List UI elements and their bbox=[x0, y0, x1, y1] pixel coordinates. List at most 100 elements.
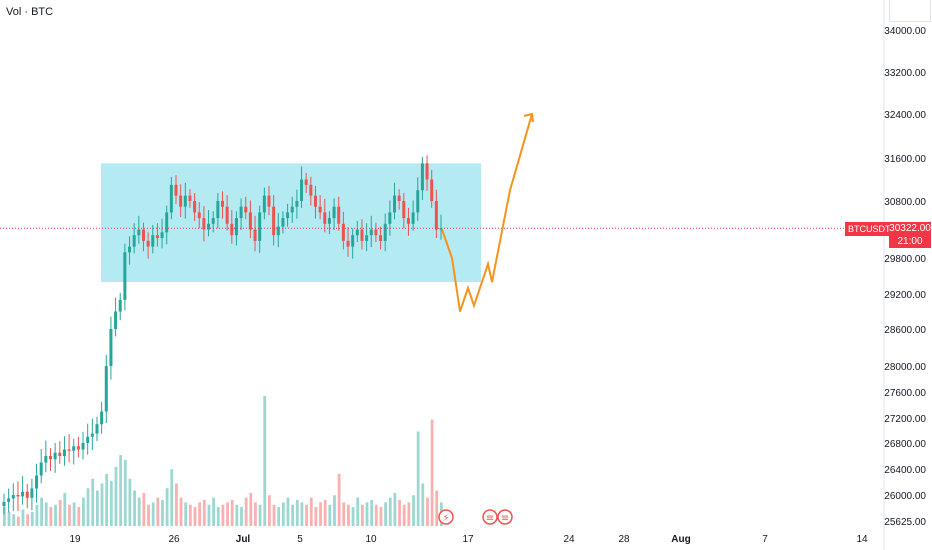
volume-bar bbox=[370, 500, 374, 526]
candle-body bbox=[165, 212, 169, 233]
volume-bar bbox=[161, 500, 164, 526]
volume-bar bbox=[300, 502, 304, 526]
us-event-flag-icon[interactable]: ≡ bbox=[497, 509, 513, 525]
candle-body bbox=[100, 411, 104, 425]
volume-bar bbox=[230, 500, 234, 526]
candle-body bbox=[234, 218, 238, 236]
candle-body bbox=[225, 206, 229, 224]
consolidation-range-box bbox=[101, 163, 481, 282]
candle-body bbox=[114, 311, 118, 329]
candle-body bbox=[300, 179, 304, 201]
y-tick-label: 26800.00 bbox=[884, 439, 926, 450]
volume-bar bbox=[421, 483, 425, 526]
volume-bar bbox=[86, 488, 90, 526]
candle-body bbox=[155, 235, 159, 239]
candle-body bbox=[406, 218, 410, 224]
volume-bar bbox=[286, 497, 290, 526]
candle-body bbox=[132, 235, 136, 247]
candle-body bbox=[420, 163, 424, 191]
ticker-tag: BTCUSDT bbox=[845, 222, 894, 236]
y-tick-label: 26400.00 bbox=[884, 465, 926, 476]
candle-body bbox=[276, 226, 280, 236]
volume-bar bbox=[175, 483, 178, 526]
volume-bar bbox=[49, 507, 53, 526]
volume-bar bbox=[188, 504, 192, 526]
current-price-value: 30322.00 bbox=[889, 223, 931, 234]
candle-body bbox=[86, 436, 90, 443]
candle-body bbox=[411, 212, 415, 224]
volume-bar bbox=[319, 502, 322, 526]
volume-label: Vol · BTC bbox=[6, 6, 54, 18]
candle-body bbox=[272, 206, 276, 236]
volume-bar bbox=[314, 507, 318, 526]
candle-body bbox=[104, 366, 108, 412]
volume-bar bbox=[249, 492, 253, 526]
volume-bar bbox=[328, 504, 332, 526]
y-tick-label: 31600.00 bbox=[884, 154, 926, 165]
candle-body bbox=[160, 232, 164, 239]
candle-body bbox=[221, 201, 224, 207]
candle-body bbox=[90, 433, 94, 437]
y-tick-label: 28000.00 bbox=[884, 362, 926, 373]
volume-bar bbox=[72, 502, 76, 526]
volume-bar bbox=[202, 500, 206, 526]
y-tick-label: 28600.00 bbox=[884, 325, 926, 336]
volume-bar bbox=[30, 511, 34, 526]
volume-bar bbox=[216, 507, 220, 526]
candle-body bbox=[365, 235, 369, 241]
candle-body bbox=[369, 229, 373, 236]
candle-body bbox=[146, 240, 150, 247]
candle-body bbox=[388, 212, 392, 224]
candle-body bbox=[323, 212, 327, 224]
candle-body bbox=[25, 491, 29, 498]
volume-bar bbox=[105, 474, 109, 526]
candle-body bbox=[262, 195, 266, 213]
candle-body bbox=[327, 218, 331, 224]
volume-bar bbox=[254, 502, 257, 526]
volume-bar bbox=[244, 497, 248, 526]
x-tick-label: 7 bbox=[762, 534, 768, 545]
volume-bar bbox=[91, 478, 95, 526]
candle-body bbox=[286, 212, 290, 219]
candle-body bbox=[76, 446, 80, 450]
y-tick-label: 29800.00 bbox=[884, 254, 926, 265]
candle-body bbox=[402, 201, 406, 219]
volume-bar bbox=[114, 466, 118, 526]
volume-bar bbox=[323, 500, 327, 526]
volume-bar bbox=[26, 514, 30, 526]
candle-body bbox=[118, 299, 122, 312]
y-tick-label: 27200.00 bbox=[884, 414, 926, 425]
volume-bar bbox=[58, 500, 62, 526]
volume-bar bbox=[179, 497, 183, 526]
x-tick-label: 24 bbox=[563, 534, 575, 545]
us-event-flag-icon[interactable]: ≡ bbox=[482, 509, 498, 525]
candle-body bbox=[95, 424, 99, 434]
svg-text:⚡: ⚡ bbox=[442, 513, 449, 524]
volume-bar bbox=[426, 497, 429, 526]
candle-body bbox=[174, 184, 178, 196]
svg-text:≡: ≡ bbox=[486, 513, 494, 524]
volume-bar bbox=[123, 459, 127, 526]
volume-bar bbox=[82, 497, 85, 526]
candle-body bbox=[416, 190, 420, 213]
x-tick-label: 19 bbox=[69, 534, 81, 545]
candle-body bbox=[281, 218, 285, 227]
volume-bar bbox=[44, 502, 48, 526]
volume-bar bbox=[277, 507, 281, 526]
dividend-event-icon[interactable]: ⚡ bbox=[438, 509, 454, 525]
volume-bar bbox=[198, 502, 202, 526]
volume-bar bbox=[221, 504, 225, 526]
volume-bar bbox=[133, 490, 136, 526]
volume-bar bbox=[291, 504, 295, 526]
candle-body bbox=[39, 462, 43, 476]
candle-body bbox=[434, 201, 438, 230]
candle-body bbox=[11, 495, 15, 499]
volume-bar bbox=[351, 507, 355, 526]
candle-body bbox=[439, 228, 443, 230]
volume-bar bbox=[309, 497, 313, 526]
y-tick-label: 27600.00 bbox=[884, 388, 926, 399]
candle-body bbox=[360, 229, 364, 241]
candle-body bbox=[351, 235, 355, 247]
volume-bar bbox=[54, 504, 57, 526]
